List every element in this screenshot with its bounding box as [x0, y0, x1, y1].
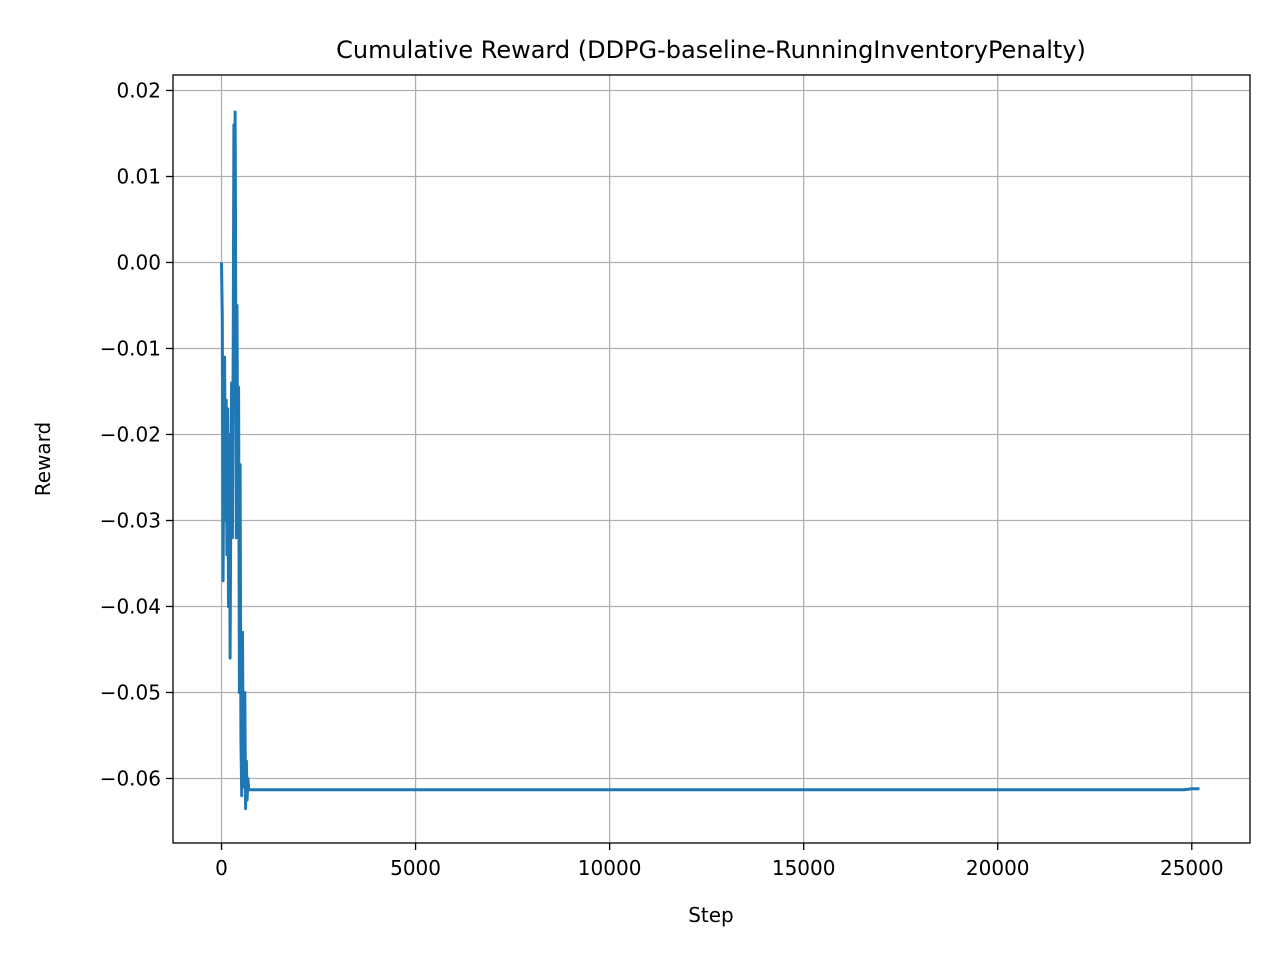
- x-tick-label: 0: [215, 856, 228, 880]
- plot-frame: [172, 74, 1251, 844]
- x-tick-label: 20000: [966, 856, 1030, 880]
- grid-lines: [173, 75, 1250, 843]
- y-tick-label: −0.04: [100, 594, 161, 618]
- y-tick-label: 0.01: [116, 164, 161, 188]
- series-layer: [220, 110, 1200, 811]
- x-tick-label: 15000: [772, 856, 836, 880]
- y-tick-label: −0.03: [100, 508, 161, 532]
- y-tick-label: 0.00: [116, 250, 161, 274]
- axis-ticks: 0 5000 10000 15000 20000 25000 0.02 0.01 0.00 −0.…: [100, 78, 1224, 880]
- reward-series-line: [220, 110, 1200, 811]
- y-axis-label: Reward: [31, 422, 55, 496]
- x-tick-label: 10000: [578, 856, 642, 880]
- y-tick-label: −0.06: [100, 766, 161, 790]
- x-tick-label: 5000: [390, 856, 441, 880]
- chart-title: Cumulative Reward (DDPG-baseline-Running…: [336, 36, 1086, 64]
- x-axis-label: Step: [688, 903, 734, 927]
- x-tick-label: 25000: [1160, 856, 1224, 880]
- y-tick-label: −0.02: [100, 422, 161, 446]
- y-tick-label: −0.05: [100, 680, 161, 704]
- y-tick-label: 0.02: [116, 78, 161, 102]
- y-tick-label: −0.01: [100, 336, 161, 360]
